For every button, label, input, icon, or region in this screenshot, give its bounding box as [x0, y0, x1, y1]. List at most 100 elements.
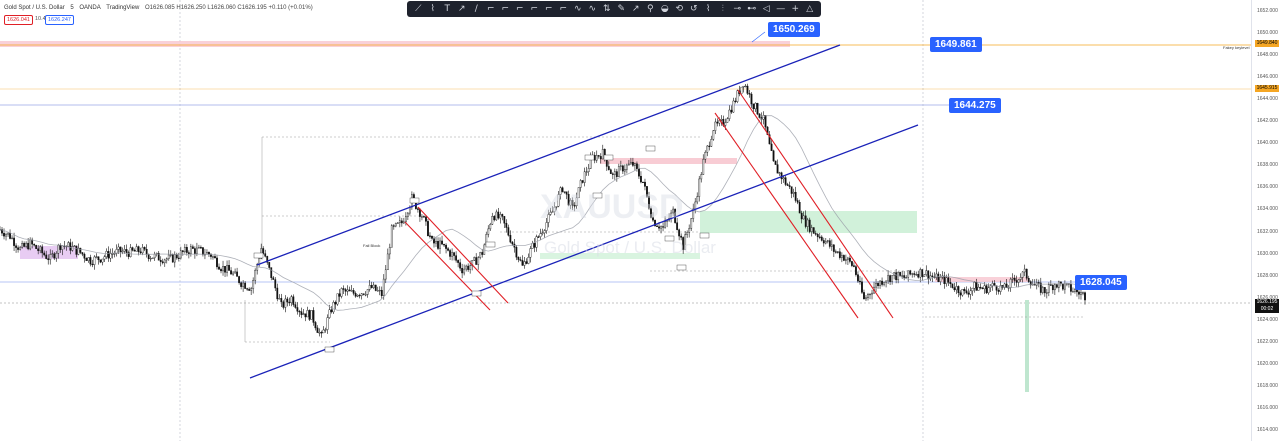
candle-body — [3, 232, 5, 237]
candle-body — [157, 252, 160, 261]
arrow-mark-tool-icon[interactable]: ⟲ — [675, 4, 684, 14]
candle-body — [447, 248, 449, 251]
candle-body — [973, 282, 976, 289]
candle-body — [507, 227, 510, 236]
long-position-tool-icon[interactable]: ✎ — [617, 4, 626, 14]
price-tick: 1650.000 — [1257, 30, 1278, 37]
price-callout-1650[interactable]: 1650.269 — [768, 22, 820, 37]
arrow-tool-icon[interactable]: ⌐ — [544, 4, 553, 14]
brush2-tool-icon[interactable]: ↺ — [689, 4, 698, 14]
projection-tool-icon[interactable]: ∿ — [588, 4, 597, 14]
resistance-zone — [0, 41, 790, 47]
price-label-tool-icon[interactable]: ⌐ — [530, 4, 539, 14]
drawing-toolbar: ⟋ ⌇ T ↗ ∕ ⌐ ⌐ ⌐ ⌐ ⌐ ⌐ ∿ ∿ ⇅ ✎ ↗ ⚲ ◒ ⟲ ↺ ⌇ ⫶ ⊸ ⊷ ◁ — + △ — [407, 1, 821, 17]
measure-tool-icon[interactable]: ⫶ — [721, 4, 724, 14]
price-axis[interactable]: 1652.000 1650.000 1648.000 1646.000 1644.000… — [1251, 0, 1280, 441]
candle-body — [551, 211, 554, 213]
candle-body — [816, 234, 819, 238]
candle-body — [143, 247, 146, 250]
candle-body — [515, 247, 518, 258]
pencil-tool-icon[interactable]: ◁ — [762, 4, 770, 14]
magnet-tool-icon[interactable]: ⊷ — [747, 4, 757, 14]
brush-tool-icon[interactable]: ∕ — [474, 4, 478, 14]
candle-body — [276, 287, 279, 300]
balloon-tool-icon[interactable]: ⌐ — [559, 4, 568, 14]
text-tool-icon[interactable]: T — [444, 4, 451, 14]
ray-tool-icon[interactable]: ↗ — [457, 4, 466, 14]
candle-body — [435, 241, 437, 244]
candle-body — [609, 169, 612, 174]
candle-body — [328, 309, 331, 318]
candle-body — [135, 246, 138, 252]
candle-body — [83, 253, 86, 259]
candle-body — [1009, 278, 1012, 288]
candle-body — [549, 211, 552, 215]
path-tool-icon[interactable]: ⌇ — [706, 4, 711, 14]
candle-body — [125, 249, 128, 253]
forecast-tool-icon[interactable]: ◒ — [660, 4, 669, 14]
interval-label[interactable]: 5 — [70, 5, 74, 11]
candle-body — [621, 165, 624, 172]
swing-label-box — [699, 232, 710, 239]
note-tool-icon[interactable]: ⌐ — [515, 4, 524, 14]
candle-body — [905, 277, 908, 279]
candle-body — [981, 287, 984, 290]
hline-tool-icon[interactable]: — — [776, 4, 786, 14]
short-position-tool-icon[interactable]: ↗ — [631, 4, 640, 14]
candle-body — [929, 275, 932, 280]
bid-price-box[interactable]: 1626.041 — [4, 15, 33, 25]
candle-body — [531, 243, 534, 249]
candle-body — [951, 283, 954, 288]
candle-body — [617, 166, 620, 177]
pattern-tool-icon[interactable]: ∿ — [573, 4, 582, 14]
marker-tool-icon[interactable]: ⇅ — [602, 4, 611, 14]
candle-body — [834, 251, 837, 253]
candle-body — [372, 284, 375, 288]
candle-body — [517, 256, 520, 260]
candle-body — [716, 121, 719, 124]
fib-tool-icon[interactable]: ⌇ — [430, 4, 435, 14]
candle-body — [654, 220, 656, 227]
candle-body — [445, 244, 447, 249]
candle-body — [627, 163, 630, 166]
flag-tool-icon[interactable]: ⌐ — [501, 4, 510, 14]
candle-body — [115, 249, 118, 254]
candle-body — [252, 280, 255, 289]
candle-body — [585, 171, 588, 173]
candle-body — [85, 258, 88, 261]
candle-body — [290, 296, 293, 303]
candle-body — [308, 310, 311, 320]
candle-body — [1015, 280, 1018, 283]
candle-body — [334, 302, 337, 305]
candle-body — [1070, 283, 1072, 292]
candle-body — [95, 256, 98, 258]
candle-body — [543, 230, 546, 234]
price-callout-1644[interactable]: 1644.275 — [949, 98, 1001, 113]
price-tick: 1638.000 — [1257, 162, 1278, 169]
date-range-tool-icon[interactable]: ⚲ — [646, 4, 654, 14]
channel-upper-line — [256, 44, 841, 266]
callout-tool-icon[interactable]: ⌐ — [486, 4, 495, 14]
candle-body — [959, 292, 962, 296]
ask-price-box[interactable]: 1626.247 — [45, 15, 74, 25]
candle-body — [264, 253, 267, 257]
flag2-tool-icon[interactable]: △ — [806, 4, 814, 14]
candle-body — [149, 258, 152, 260]
candle-body — [1064, 283, 1066, 290]
candle-body — [559, 187, 562, 195]
price-callout-1649[interactable]: 1649.861 — [930, 37, 982, 52]
plus-tool-icon[interactable]: + — [791, 4, 800, 14]
candle-body — [370, 285, 373, 288]
candle-body — [565, 191, 568, 195]
candle-body — [997, 290, 1000, 292]
symbol-name[interactable]: Gold Spot / U.S. Dollar — [4, 5, 65, 11]
candle-body — [740, 86, 743, 95]
candle-body — [388, 247, 391, 255]
candle-body — [734, 100, 737, 102]
trend-line-tool-icon[interactable]: ⟋ — [415, 4, 422, 14]
candle-body — [533, 243, 536, 248]
price-callout-1628[interactable]: 1628.045 — [1075, 275, 1127, 290]
candle-body — [913, 273, 916, 275]
zoom-tool-icon[interactable]: ⊸ — [733, 4, 742, 14]
